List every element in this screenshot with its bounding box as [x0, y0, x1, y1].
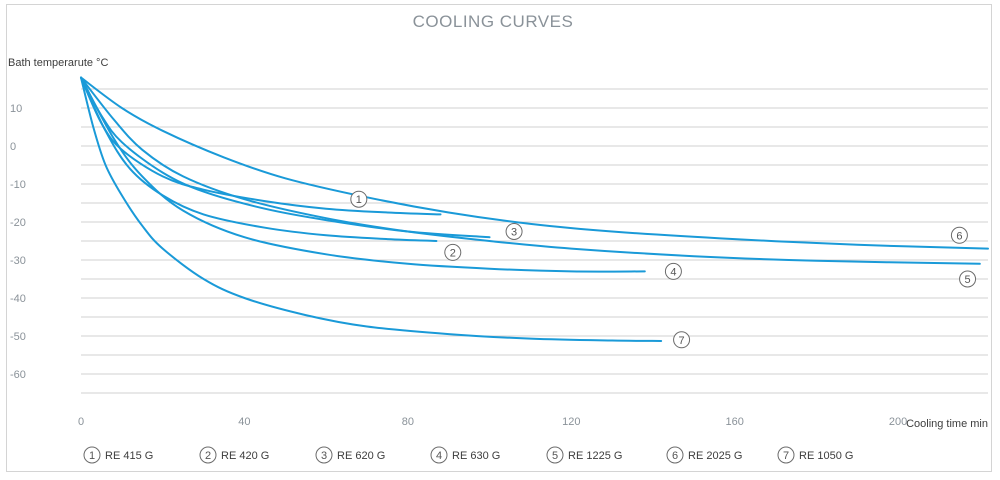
legend-circle — [546, 446, 564, 464]
chart-title: COOLING CURVES — [412, 12, 574, 31]
curve-6 — [80, 76, 989, 250]
legend-label: RE 1225 G — [568, 450, 622, 462]
y-tick-label: -50 — [10, 331, 26, 343]
legend-item-2: 2 RE 420 G — [199, 446, 269, 464]
callout-number-3: 3 — [511, 227, 517, 239]
y-tick-label: -20 — [10, 217, 26, 229]
legend-circle — [315, 446, 333, 464]
legend-item-3: 3 RE 620 G — [315, 446, 385, 464]
legend-number: 4 — [436, 450, 442, 462]
legend-item-4: 4 RE 630 G — [430, 446, 500, 464]
curves — [80, 76, 989, 342]
legend-item-7: 7 RE 1050 G — [777, 446, 853, 464]
legend-circle — [83, 446, 101, 464]
y-tick-label: 0 — [10, 141, 16, 153]
legend-label: RE 2025 G — [688, 450, 742, 462]
callout-circle-5 — [959, 270, 977, 288]
legend-circle — [777, 446, 795, 464]
callout-circle-4 — [664, 262, 682, 280]
y-tick-label: -10 — [10, 179, 26, 191]
grid — [81, 88, 988, 394]
legend-label: RE 420 G — [221, 450, 269, 462]
curve-7 — [80, 76, 663, 342]
legend-circle — [199, 446, 217, 464]
callout-number-2: 2 — [450, 247, 456, 259]
curve-2 — [80, 76, 438, 242]
x-tick-label: 200 — [889, 416, 907, 428]
curve-callouts: 1 2 3 4 5 6 7 — [350, 190, 977, 349]
x-tick-label: 40 — [238, 416, 250, 428]
callout-number-6: 6 — [956, 230, 962, 242]
callout-circle-2 — [444, 243, 462, 261]
callout-number-5: 5 — [965, 274, 971, 286]
legend-number: 1 — [89, 450, 95, 462]
legend: 1 RE 415 G 2 RE 420 G 3 RE 620 G 4 RE 630 G 5 RE … — [83, 446, 853, 464]
legend-label: RE 620 G — [337, 450, 385, 462]
legend-item-1: 1 RE 415 G — [83, 446, 153, 464]
y-tick-label: -60 — [10, 369, 26, 381]
callout-circle-6 — [950, 226, 968, 244]
legend-number: 7 — [783, 450, 789, 462]
legend-item-6: 6 RE 2025 G — [666, 446, 742, 464]
x-tick-labels: 0 40 80 120 160 200 — [78, 416, 907, 428]
y-tick-label: -30 — [10, 255, 26, 267]
legend-label: RE 1050 G — [799, 450, 853, 462]
curve-4 — [80, 76, 646, 273]
legend-circle — [666, 446, 684, 464]
x-tick-label: 160 — [726, 416, 744, 428]
y-tick-label: 10 — [10, 103, 22, 115]
legend-label: RE 630 G — [452, 450, 500, 462]
legend-number: 2 — [205, 450, 211, 462]
legend-number: 3 — [321, 450, 327, 462]
callout-circle-1 — [350, 190, 368, 208]
callout-circle-7 — [673, 331, 691, 349]
legend-label: RE 415 G — [105, 450, 153, 462]
callout-number-1: 1 — [356, 194, 362, 206]
x-axis-label: Cooling time min — [906, 418, 988, 430]
callout-circle-3 — [505, 223, 523, 240]
x-tick-label: 0 — [78, 416, 84, 428]
x-tick-label: 120 — [562, 416, 580, 428]
legend-item-5: 5 RE 1225 G — [546, 446, 622, 464]
y-tick-label: -40 — [10, 293, 26, 305]
callout-number-4: 4 — [670, 266, 676, 278]
legend-number: 5 — [552, 450, 558, 462]
callout-number-7: 7 — [679, 335, 685, 347]
y-tick-labels: 10 0 -10 -20 -30 -40 -50 -60 — [10, 103, 26, 381]
chart-frame — [6, 4, 992, 472]
x-tick-label: 80 — [402, 416, 414, 428]
y-axis-label: Bath temperarute °C — [8, 57, 108, 69]
legend-number: 6 — [672, 450, 678, 462]
legend-circle — [430, 446, 448, 464]
curve-5 — [80, 76, 981, 265]
